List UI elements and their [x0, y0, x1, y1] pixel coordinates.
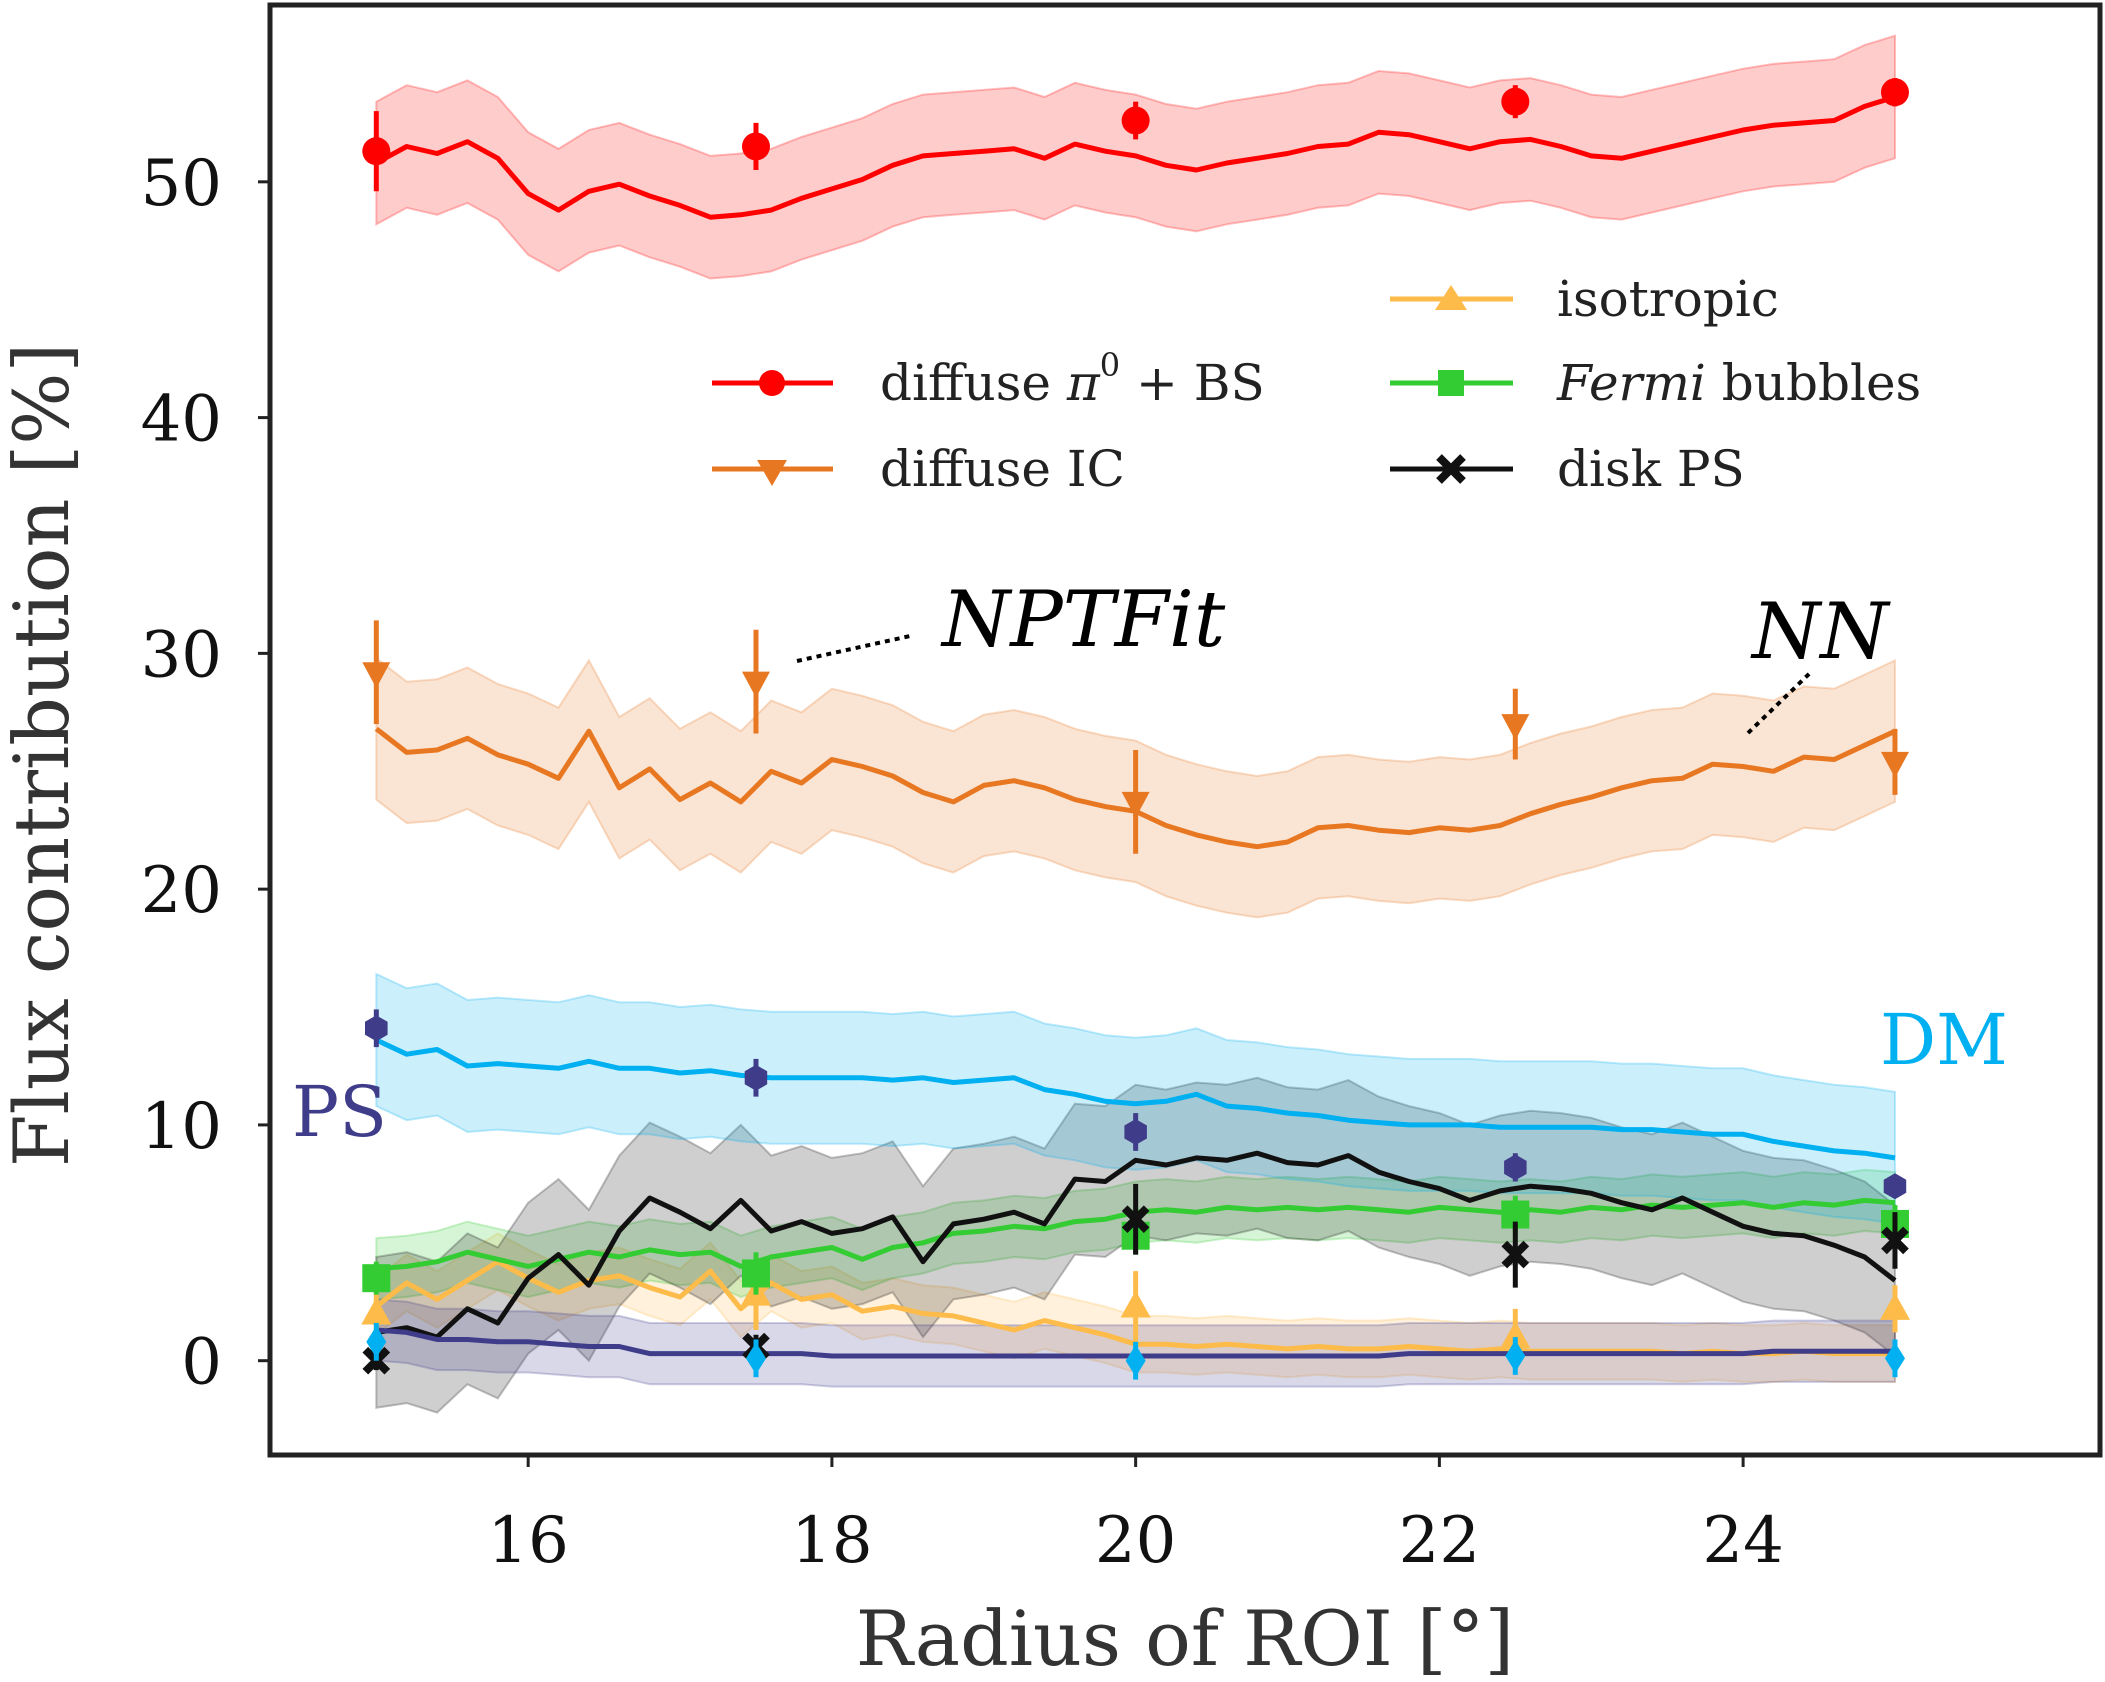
point-fermi-bubbles — [741, 1259, 770, 1288]
point-dm — [1884, 1342, 1905, 1375]
legend-label-fermi: Fermi — [1556, 354, 1706, 412]
point-diffuse-bs — [362, 137, 391, 166]
point-isotropic — [1500, 1321, 1531, 1349]
point-diffuse-bs — [1880, 78, 1909, 107]
x-tick-label: 16 — [487, 1504, 568, 1578]
legend-entry-diffuse-ic: diffuse IC — [712, 440, 1125, 498]
y-tick-label: 40 — [141, 383, 222, 457]
point-disk-ps — [1121, 1205, 1150, 1234]
y-tick-label: 30 — [141, 618, 222, 692]
x-axis-label: Radius of ROI [°] — [856, 1594, 1514, 1677]
legend-label-fermi-bubbles: Fermi bubbles — [1556, 354, 1921, 412]
point-diffuse-bs — [1121, 106, 1150, 135]
legend-marker-x — [1436, 454, 1466, 484]
line-disk-ps — [375, 1150, 1897, 1340]
point-diffuse-bs — [1501, 87, 1530, 116]
legend-label-diffuse-pi0-bs: diffuse π0 + BS — [880, 346, 1265, 412]
point-disk-ps — [1501, 1240, 1530, 1269]
legend-marker-circle — [759, 370, 785, 396]
legend-label-superscript: 0 — [1100, 346, 1120, 384]
point-diffuse-ic — [1121, 791, 1150, 818]
nptfit-annotation: NPTFit — [940, 575, 1226, 665]
point-ps — [744, 1064, 768, 1091]
point-isotropic — [1879, 1292, 1910, 1320]
point-isotropic — [1120, 1290, 1151, 1318]
line-diffuse-bs — [375, 94, 1896, 220]
legend-entry-disk-ps: disk PS — [1390, 440, 1745, 498]
nn-pointer — [1746, 671, 1812, 735]
line-dm — [375, 1037, 1896, 1161]
point-dm — [745, 1342, 766, 1375]
nptfit-pointer — [796, 634, 911, 663]
legend-marker-square — [1438, 370, 1464, 396]
point-diffuse-ic — [1880, 751, 1909, 778]
point-fermi-bubbles — [362, 1264, 391, 1293]
y-tick-label: 10 — [141, 1090, 222, 1164]
x-tick-label: 20 — [1095, 1504, 1176, 1578]
y-axis-label: Flux contribution [%] — [0, 343, 86, 1167]
dm-annotation: DM — [1880, 999, 2008, 1081]
x-tick-label: 18 — [791, 1504, 872, 1578]
point-disk-ps — [1881, 1226, 1909, 1255]
ps-annotation: PS — [292, 1071, 387, 1153]
plot-frame — [267, 2, 2103, 1458]
point-diffuse-ic — [1501, 714, 1530, 741]
point-dm — [366, 1325, 387, 1358]
nn-annotation: NN — [1750, 587, 1891, 677]
point-ps — [1883, 1173, 1907, 1200]
legend-entry-diffuse-pi0-bs: diffuse π0 + BS — [712, 346, 1265, 412]
point-diffuse-ic — [362, 662, 391, 689]
point-ps — [365, 1015, 388, 1042]
point-diffuse-ic — [741, 671, 770, 698]
legend-marker-triangle-down — [757, 460, 787, 486]
point-dm — [1505, 1339, 1526, 1372]
legend-entry-isotropic: isotropic — [1390, 270, 1779, 328]
legend: diffuse π0 + BS diffuse IC isotropic Fer… — [712, 270, 1921, 498]
nptfit-points — [361, 78, 1910, 1380]
y-tick-label: 50 — [141, 147, 222, 221]
axes — [267, 2, 2103, 1458]
legend-label-main: diffuse — [880, 354, 1067, 412]
legend-label-tail: + BS — [1120, 354, 1265, 412]
legend-marker-triangle-up — [1435, 285, 1467, 310]
point-ps — [1124, 1119, 1147, 1145]
legend-entry-fermi-bubbles: Fermi bubbles — [1390, 354, 1921, 412]
y-tick-label: 0 — [181, 1326, 222, 1400]
tick-labels: 16 18 20 22 24 0 10 20 30 40 50 — [141, 147, 1784, 1578]
point-dm — [1125, 1344, 1146, 1377]
legend-label-isotropic: isotropic — [1557, 270, 1779, 328]
point-diffuse-bs — [741, 132, 770, 161]
x-tick-label: 24 — [1702, 1504, 1783, 1578]
legend-label-disk-ps: disk PS — [1557, 440, 1745, 498]
legend-label-diffuse-ic: diffuse IC — [880, 440, 1125, 498]
legend-label-pi: π — [1066, 354, 1101, 412]
point-ps — [1504, 1154, 1527, 1181]
legend-label-bubbles: bubbles — [1706, 354, 1921, 412]
y-tick-label: 20 — [141, 854, 222, 928]
point-isotropic — [361, 1297, 392, 1325]
annotations: NPTFit NN DM PS — [292, 575, 2008, 1153]
x-tick-label: 22 — [1399, 1504, 1480, 1578]
